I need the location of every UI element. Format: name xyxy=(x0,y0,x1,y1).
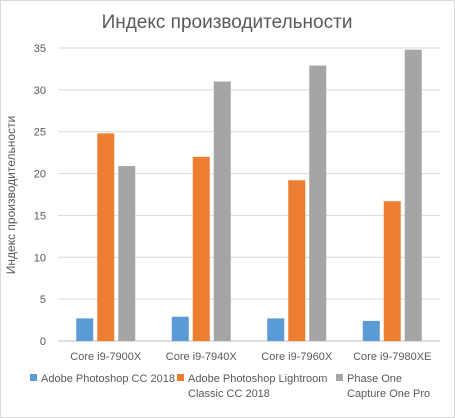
legend-label: Classic CC 2018 xyxy=(188,388,270,400)
y-tick-label: 30 xyxy=(34,85,46,97)
legend-label: Adobe Photoshop CC 2018 xyxy=(41,373,175,385)
bar xyxy=(362,320,380,341)
y-tick-label: 0 xyxy=(40,336,46,348)
y-tick-labels: 0 5 10 15 20 25 30 35 xyxy=(34,43,46,348)
legend-swatch xyxy=(30,374,37,381)
legend-label: Adobe Photoshop Lightroom xyxy=(188,373,327,385)
y-tick-label: 15 xyxy=(34,210,46,222)
y-tick-label: 20 xyxy=(34,169,46,181)
x-tick-label: Core i9-7900X xyxy=(70,351,142,363)
x-tick-label: Core i9-7980XE xyxy=(353,351,431,363)
bar xyxy=(267,318,285,341)
y-tick-label: 5 xyxy=(40,294,46,306)
legend-label: Phase One xyxy=(347,373,402,385)
bar xyxy=(97,133,115,341)
bars xyxy=(76,49,422,341)
y-axis-label: Индекс производительности xyxy=(4,116,18,274)
bar xyxy=(213,81,231,341)
bar xyxy=(404,49,422,341)
y-tick-label: 10 xyxy=(34,252,46,264)
y-tick-label: 25 xyxy=(34,127,46,139)
x-tick-label: Core i9-7940X xyxy=(166,351,238,363)
bar xyxy=(118,166,136,341)
gridlines xyxy=(58,47,440,342)
bar xyxy=(192,156,210,341)
legend-label: Capture One Pro xyxy=(347,388,430,400)
x-tick-label: Core i9-7960X xyxy=(261,351,333,363)
bar xyxy=(383,201,401,341)
legend: Adobe Photoshop CC 2018 Adobe Photoshop L… xyxy=(30,373,430,400)
y-tick-label: 35 xyxy=(34,43,46,55)
x-tick-labels: Core i9-7900X Core i9-7940X Core i9-7960X C… xyxy=(70,351,431,363)
bar xyxy=(171,316,189,341)
legend-swatch xyxy=(177,374,184,381)
bar xyxy=(288,180,306,341)
bar xyxy=(309,65,327,341)
chart-title: Индекс производительности xyxy=(102,12,353,33)
bar xyxy=(76,318,94,341)
legend-swatch xyxy=(336,374,343,381)
